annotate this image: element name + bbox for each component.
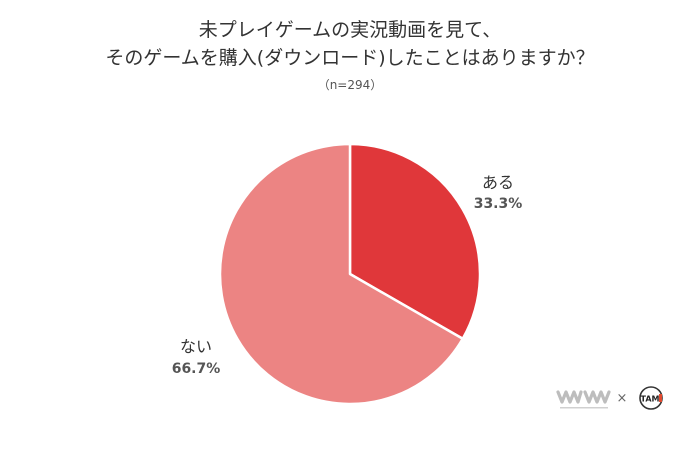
- chart-title-line-1: 未プレイゲームの実況動画を見て、: [198, 19, 502, 41]
- slice-value-nai: 66.7%: [172, 361, 221, 377]
- waves-logo-icon: × TAM: [556, 386, 663, 410]
- chart-subtitle: （n=294）: [317, 78, 383, 92]
- pie-slices: [218, 142, 482, 406]
- footer-logos: × TAM: [556, 384, 681, 412]
- slice-label-aru: ある: [482, 173, 514, 192]
- chart-title: 未プレイゲームの実況動画を見て、 そのゲームを購入(ダウンロード)したことはあり…: [0, 16, 700, 72]
- chart-title-line-2: そのゲームを購入(ダウンロード)したことはありますか？: [105, 47, 595, 69]
- tam-logo-text: TAM: [641, 395, 660, 404]
- pie-slice-aru: [348, 142, 482, 341]
- slice-value-aru: 33.3%: [474, 196, 523, 212]
- pie-slice-nai: [218, 142, 464, 406]
- tam-logo-icon: TAM: [639, 386, 663, 410]
- waves-logo-underline: [560, 407, 608, 409]
- waves-logo-mark: [556, 390, 611, 404]
- times-sign: ×: [617, 391, 628, 406]
- slice-label-nai: ない: [180, 337, 212, 356]
